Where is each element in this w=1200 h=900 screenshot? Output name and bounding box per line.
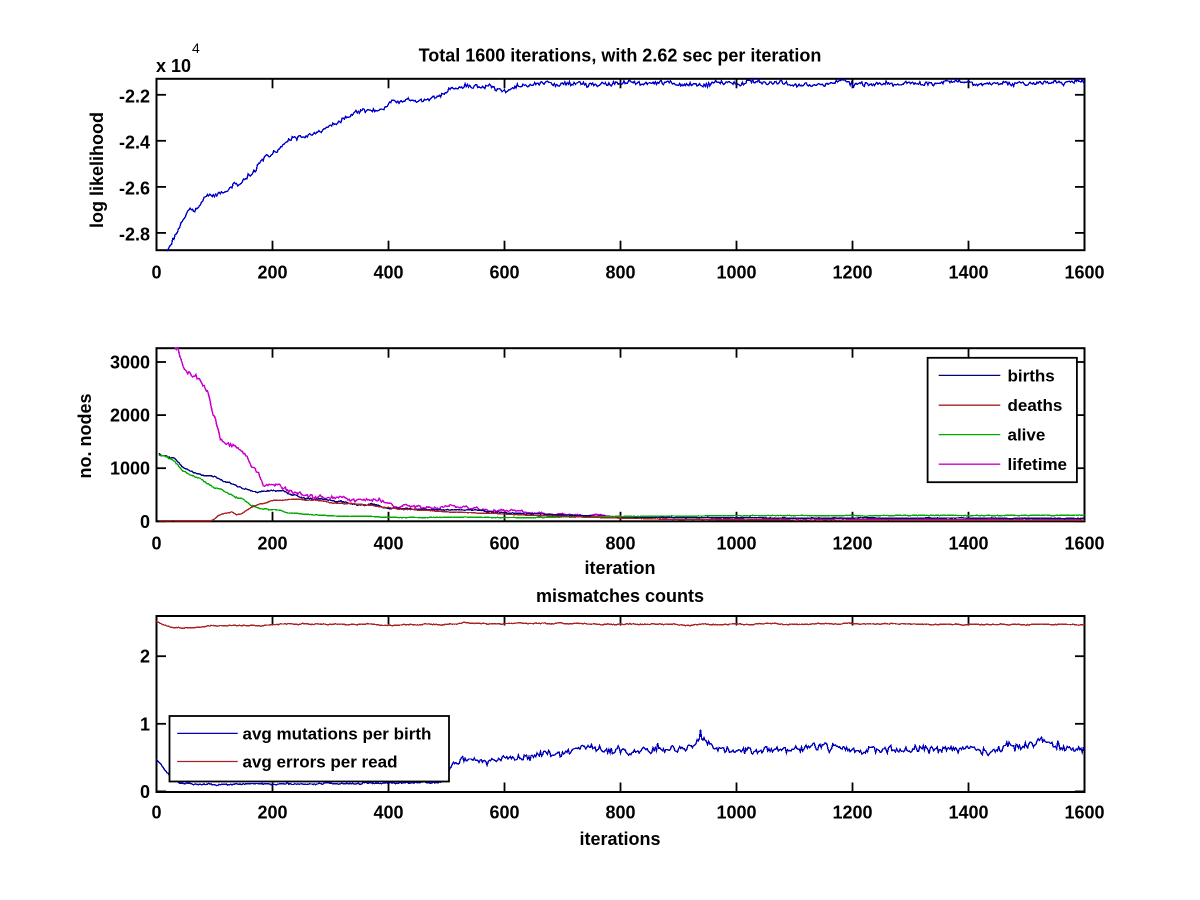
svg-text:log likelihood: log likelihood: [87, 112, 107, 228]
svg-text:600: 600: [489, 803, 519, 823]
svg-text:1: 1: [140, 714, 150, 734]
svg-text:deaths: deaths: [1008, 396, 1063, 415]
svg-text:3000: 3000: [110, 353, 150, 373]
svg-text:mismatches counts: mismatches counts: [536, 586, 704, 606]
svg-text:births: births: [1008, 366, 1055, 385]
svg-text:400: 400: [373, 263, 403, 283]
svg-text:1600: 1600: [1064, 263, 1104, 283]
svg-text:800: 800: [605, 263, 635, 283]
svg-text:-2.8: -2.8: [119, 224, 150, 244]
svg-text:1200: 1200: [832, 803, 872, 823]
svg-text:800: 800: [605, 803, 635, 823]
svg-text:600: 600: [489, 534, 519, 554]
svg-text:avg mutations per birth: avg mutations per birth: [243, 724, 432, 743]
svg-text:0: 0: [140, 512, 150, 532]
svg-text:-2.4: -2.4: [119, 132, 150, 152]
svg-text:1400: 1400: [948, 803, 988, 823]
svg-text:alive: alive: [1008, 426, 1046, 445]
svg-text:800: 800: [605, 534, 635, 554]
svg-text:avg errors per read: avg errors per read: [243, 753, 398, 772]
svg-text:200: 200: [257, 263, 287, 283]
svg-text:iteration: iteration: [584, 558, 655, 578]
svg-text:1200: 1200: [832, 534, 872, 554]
svg-text:iterations: iterations: [579, 829, 660, 849]
svg-text:1200: 1200: [832, 263, 872, 283]
svg-text:200: 200: [257, 534, 287, 554]
svg-text:0: 0: [140, 782, 150, 802]
svg-text:600: 600: [489, 263, 519, 283]
svg-text:1600: 1600: [1064, 534, 1104, 554]
svg-text:1000: 1000: [716, 534, 756, 554]
svg-text:1400: 1400: [948, 263, 988, 283]
svg-text:1600: 1600: [1064, 803, 1104, 823]
svg-text:-2.2: -2.2: [119, 86, 150, 106]
svg-text:x 10: x 10: [156, 56, 191, 76]
svg-text:Total 1600 iterations, with 2.: Total 1600 iterations, with 2.62 sec per…: [419, 46, 822, 66]
svg-text:0: 0: [151, 534, 161, 554]
svg-text:200: 200: [257, 803, 287, 823]
svg-text:2: 2: [140, 647, 150, 667]
svg-text:no. nodes: no. nodes: [75, 394, 95, 479]
svg-text:2000: 2000: [110, 406, 150, 426]
svg-text:lifetime: lifetime: [1008, 455, 1068, 474]
svg-text:1000: 1000: [716, 803, 756, 823]
svg-text:0: 0: [151, 803, 161, 823]
svg-text:1000: 1000: [716, 263, 756, 283]
svg-text:4: 4: [192, 40, 200, 56]
svg-text:1400: 1400: [948, 534, 988, 554]
svg-text:-2.6: -2.6: [119, 178, 150, 198]
svg-text:400: 400: [373, 534, 403, 554]
svg-text:1000: 1000: [110, 459, 150, 479]
svg-text:0: 0: [151, 263, 161, 283]
svg-text:400: 400: [373, 803, 403, 823]
